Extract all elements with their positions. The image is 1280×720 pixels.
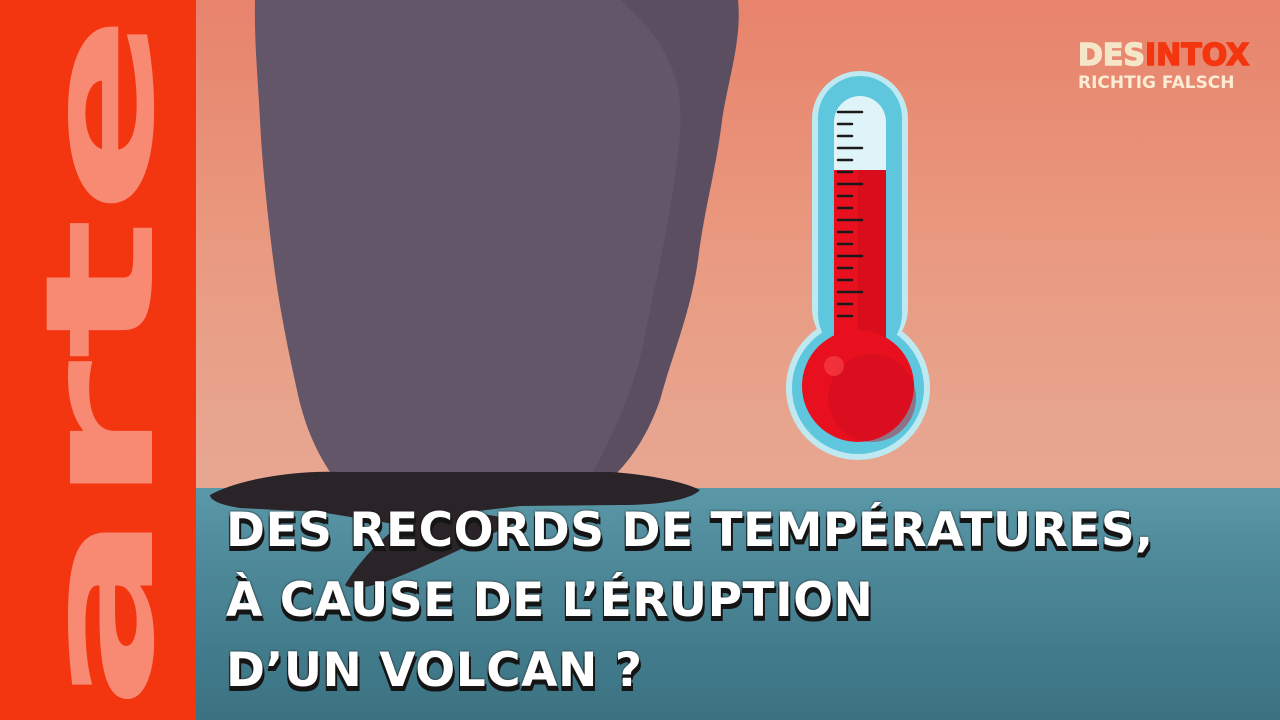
desintox-prefix: DES xyxy=(1077,38,1146,73)
volcanic-plume-icon xyxy=(210,0,739,588)
arte-brand-band xyxy=(0,0,196,720)
arte-logo: arte xyxy=(14,12,188,712)
headline: DES RECORDS DE TEMPÉRATURES, À CAUSE DE … xyxy=(226,496,1266,706)
desintox-wordmark: DESINTOX xyxy=(1077,38,1250,73)
thermometer-icon xyxy=(786,71,930,460)
arte-logo-text: arte xyxy=(14,12,188,712)
desintox-accent: INTOX xyxy=(1144,38,1250,73)
desintox-logo: DESINTOX RICHTIG FALSCH xyxy=(1077,38,1250,100)
headline-line-3: D’UN VOLCAN ? xyxy=(226,643,643,698)
sea-background xyxy=(0,488,1280,720)
desintox-subtitle: RICHTIG FALSCH xyxy=(1078,73,1235,93)
headline-line-2: À CAUSE DE L’ÉRUPTION xyxy=(226,573,874,628)
headline-line-1: DES RECORDS DE TEMPÉRATURES, xyxy=(226,503,1154,558)
